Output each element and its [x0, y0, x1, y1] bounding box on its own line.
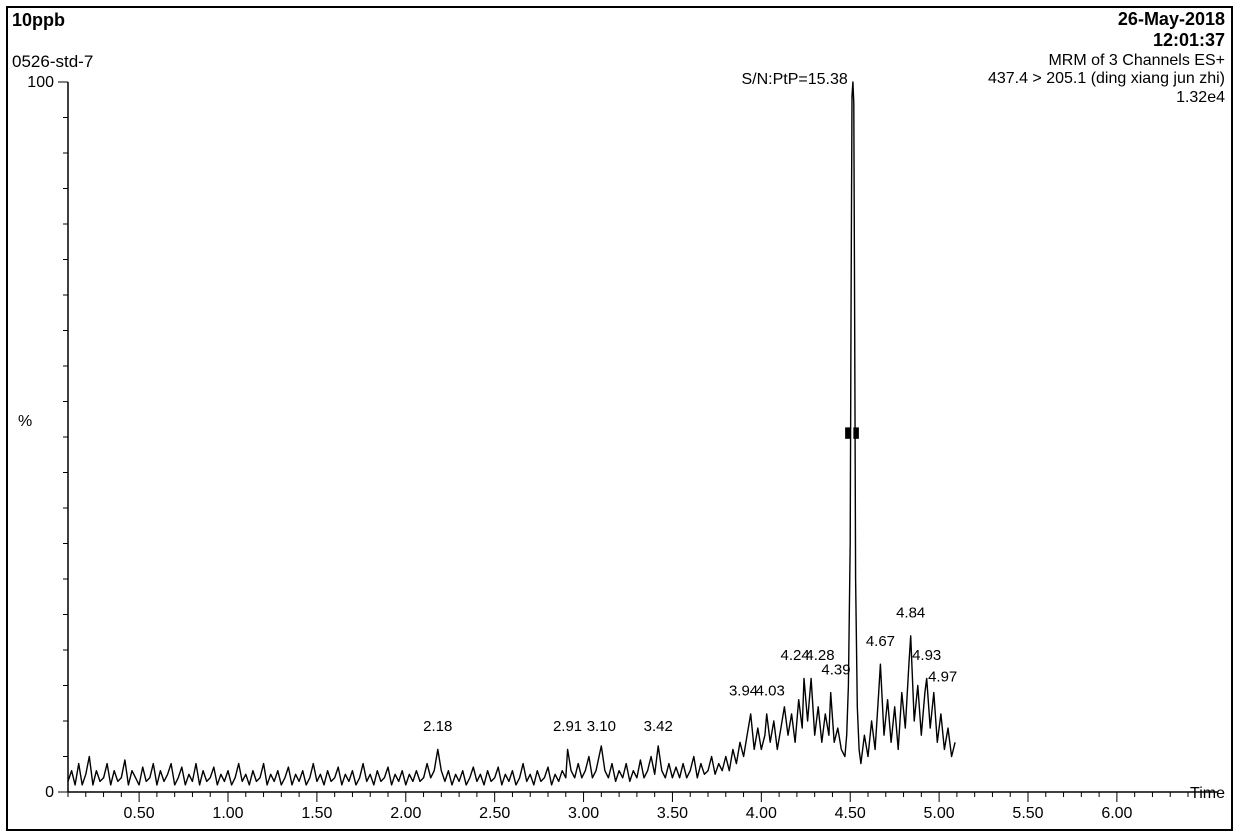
svg-text:S/N:PtP=15.38: S/N:PtP=15.38	[741, 71, 847, 88]
svg-text:4.39: 4.39	[821, 661, 850, 678]
svg-text:2.50: 2.50	[479, 805, 510, 822]
svg-text:4.97: 4.97	[928, 669, 957, 686]
svg-text:▮▮: ▮▮	[844, 424, 861, 441]
svg-text:3.50: 3.50	[657, 805, 688, 822]
svg-text:4.50: 4.50	[835, 805, 866, 822]
svg-text:1.50: 1.50	[301, 805, 332, 822]
svg-text:4.93: 4.93	[912, 647, 941, 664]
svg-text:3.10: 3.10	[587, 718, 616, 735]
svg-text:5.50: 5.50	[1012, 805, 1043, 822]
svg-text:5.00: 5.00	[924, 805, 955, 822]
x-axis-label: Time	[1190, 785, 1225, 803]
chart-frame: 10ppb 26-May-2018 12:01:37 0526-std-7 MR…	[6, 6, 1233, 831]
svg-text:1.00: 1.00	[212, 805, 243, 822]
svg-text:4.67: 4.67	[866, 633, 895, 650]
svg-text:100: 100	[27, 74, 54, 91]
svg-text:6.00: 6.00	[1101, 805, 1132, 822]
svg-text:2.00: 2.00	[390, 805, 421, 822]
svg-text:3.00: 3.00	[568, 805, 599, 822]
svg-text:2.91: 2.91	[553, 718, 582, 735]
svg-text:3.42: 3.42	[644, 718, 673, 735]
svg-text:4.03: 4.03	[756, 683, 785, 700]
svg-text:2.18: 2.18	[423, 718, 452, 735]
svg-text:3.94: 3.94	[729, 683, 758, 700]
svg-text:0.50: 0.50	[124, 805, 155, 822]
svg-text:4.00: 4.00	[746, 805, 777, 822]
svg-text:0: 0	[45, 784, 54, 801]
svg-text:4.84: 4.84	[896, 605, 925, 622]
chromatogram-plot: 0 100 0.50 1.00 1.50 2.00 2.50 3.00 3.50 4.00 4.50…	[8, 8, 1235, 833]
